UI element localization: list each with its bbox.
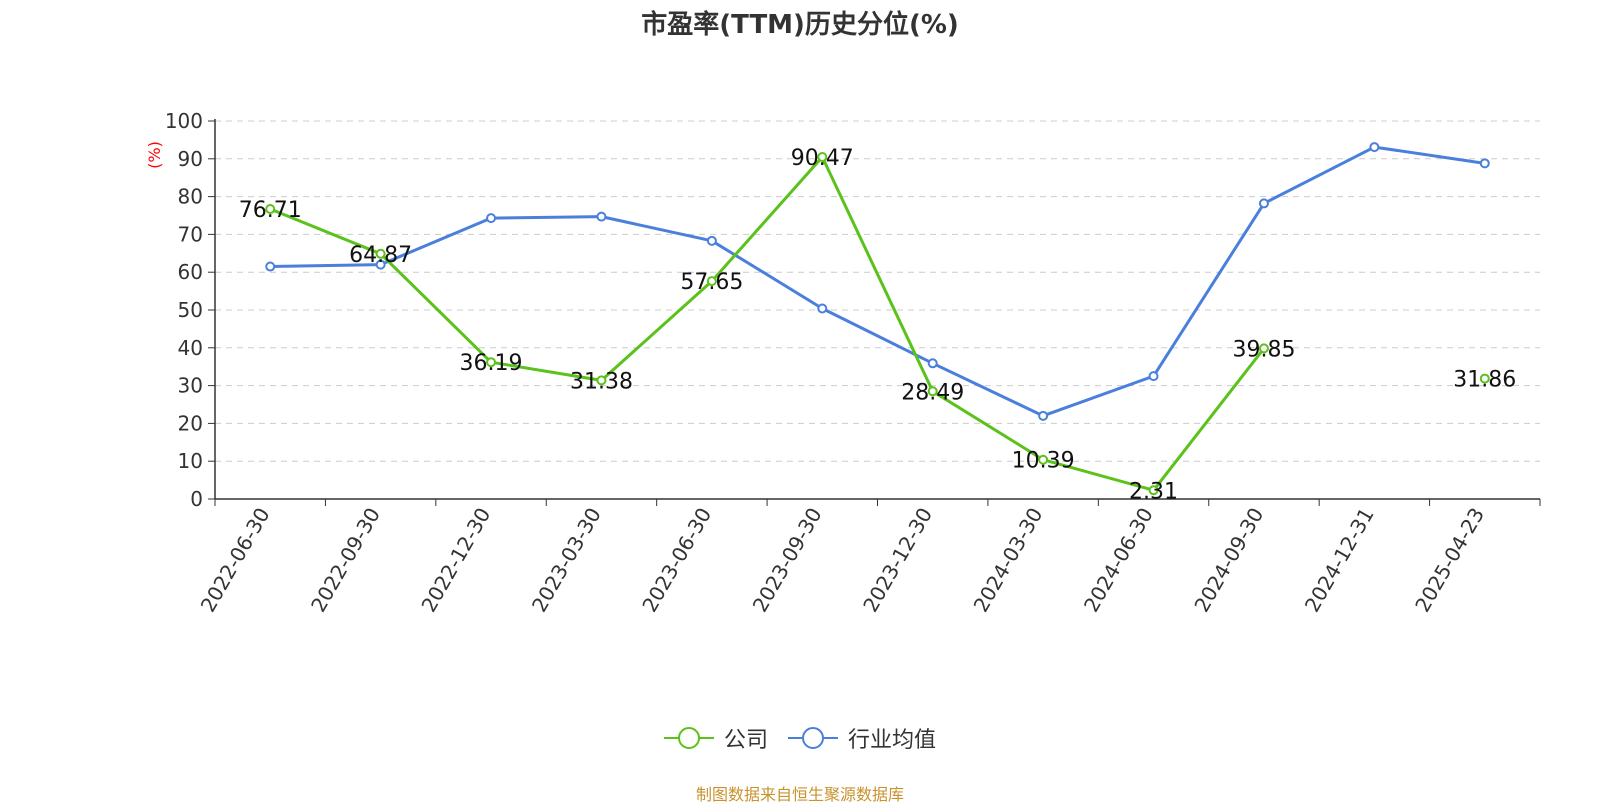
data-label-company: 10.39 xyxy=(1012,449,1075,474)
legend-industry-label: 行业均值 xyxy=(848,728,937,753)
data-label-company: 64.87 xyxy=(349,243,412,268)
legend: 公司 行业均值 xyxy=(0,722,1600,754)
x-tick-label: 2022-12-30 xyxy=(416,503,495,616)
data-point-company xyxy=(927,386,938,397)
legend-item-industry[interactable]: 行业均值 xyxy=(788,722,936,754)
data-label-company: 76.71 xyxy=(239,198,302,223)
y-tick-label: 80 xyxy=(178,185,203,209)
y-tick-label: 100 xyxy=(165,109,203,133)
data-point-industry xyxy=(1038,410,1049,421)
grid-lines xyxy=(215,120,1540,462)
data-point-industry xyxy=(596,211,607,222)
data-label-company: 31.86 xyxy=(1453,368,1516,393)
data-label-company: 57.65 xyxy=(680,270,743,295)
data-point-company xyxy=(817,152,828,163)
y-tick-label: 90 xyxy=(178,147,203,171)
data-label-company: 28.49 xyxy=(901,380,964,405)
series-line-company xyxy=(269,155,1266,492)
x-tick-label: 2024-12-31 xyxy=(1300,504,1379,617)
data-point-company xyxy=(1258,343,1269,354)
y-axis-unit-label: (%) xyxy=(145,141,164,169)
y-tick-label: 0 xyxy=(190,487,203,511)
y-tick-label: 30 xyxy=(178,374,203,398)
legend-company-label: 公司 xyxy=(723,728,768,753)
data-point-company xyxy=(375,248,386,259)
legend-item-company[interactable]: 公司 xyxy=(663,722,768,754)
x-tick-label: 2024-06-30 xyxy=(1079,504,1158,617)
legend-industry-line-icon xyxy=(788,727,838,749)
data-point-company xyxy=(1038,454,1049,465)
x-tick-label: 2023-12-30 xyxy=(858,503,937,616)
data-point-industry xyxy=(265,261,276,272)
series-line-industry xyxy=(270,145,1486,418)
series-lines xyxy=(265,142,1490,496)
data-point-industry xyxy=(706,235,717,246)
y-tick-label: 60 xyxy=(178,260,203,284)
data-point-industry xyxy=(1258,198,1269,209)
x-tick-label: 2024-09-30 xyxy=(1189,504,1268,617)
y-tick-label: 50 xyxy=(178,298,203,322)
data-point-industry xyxy=(486,213,497,224)
data-labels: 76.71 64.87 36.19 31.38 57.65 90.47 28.49 10.39… xyxy=(239,146,1517,504)
data-point-industry xyxy=(1148,371,1159,382)
data-point-industry xyxy=(1479,158,1490,169)
data-point-industry xyxy=(927,358,938,369)
x-tick-label: 2023-09-30 xyxy=(748,504,827,617)
data-label-company: 2.31 xyxy=(1129,479,1178,504)
data-label-company: 90.47 xyxy=(791,146,854,171)
data-point-company xyxy=(1479,373,1490,384)
x-tick-label: 2025-04-23 xyxy=(1410,504,1489,617)
data-source-note: 制图数据来自恒生聚源数据库 xyxy=(695,785,904,804)
x-tick-label: 2022-06-30 xyxy=(196,504,275,617)
x-tick-label: 2024-03-30 xyxy=(969,504,1048,617)
data-label-company: 31.38 xyxy=(570,369,633,394)
data-point-industry xyxy=(817,303,828,314)
data-point-company xyxy=(706,276,717,287)
y-tick-label: 40 xyxy=(178,336,203,360)
x-tick-label: 2023-06-30 xyxy=(637,504,716,617)
x-tick-label: 2022-09-30 xyxy=(306,504,385,617)
chart-title: 市盈率(TTM)历史分位(%) xyxy=(641,10,959,40)
data-point-company xyxy=(596,375,607,386)
data-point-company xyxy=(486,357,497,368)
axes: 0 10 20 30 40 50 60 70 80 90 100 2022-06-30 2022-09-… xyxy=(165,109,1541,617)
y-tick-label: 10 xyxy=(178,449,203,473)
data-point-industry xyxy=(1369,142,1380,153)
data-label-company: 39.85 xyxy=(1232,337,1295,362)
legend-company-line-icon xyxy=(663,727,714,749)
data-point-company xyxy=(1148,485,1159,496)
x-tick-label: 2023-03-30 xyxy=(527,504,606,617)
data-label-company: 36.19 xyxy=(460,351,523,376)
data-point-company xyxy=(265,204,276,215)
y-tick-label: 20 xyxy=(178,411,203,435)
data-point-industry xyxy=(375,259,386,270)
y-tick-label: 70 xyxy=(178,222,203,246)
